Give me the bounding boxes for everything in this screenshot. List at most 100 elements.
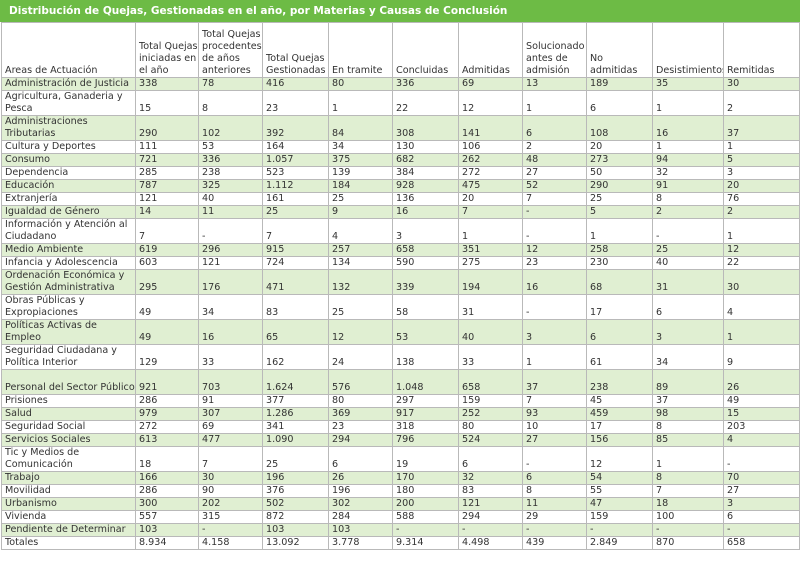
value-cell: - (723, 446, 800, 472)
value-cell: 25 (328, 294, 393, 320)
value-cell: 35 (652, 77, 724, 91)
value-cell: 284 (328, 510, 393, 524)
value-cell: - (522, 523, 587, 537)
value-cell: 979 (135, 407, 199, 421)
value-cell: 202 (198, 497, 263, 511)
table-row: Administración de Justicia 338 78 416 80 336 6… (1, 77, 800, 91)
value-cell: 339 (392, 269, 459, 295)
value-cell: 300 (135, 497, 199, 511)
value-cell: 2 (723, 205, 800, 219)
value-cell: 682 (392, 153, 459, 167)
value-cell: 34 (328, 140, 393, 154)
value-cell: 7 (522, 394, 587, 408)
value-cell: 121 (135, 192, 199, 206)
value-cell: 272 (458, 166, 523, 180)
table-row: Consumo 721 336 1.057 375 682 262 48 273 94 5 (1, 153, 800, 167)
table-body: Administración de Justicia 338 78 416 80 336 6… (1, 77, 800, 550)
column-header: Remitidas (723, 22, 800, 78)
value-cell: 203 (723, 420, 800, 434)
value-cell: 272 (135, 420, 199, 434)
value-cell: 23 (262, 90, 329, 116)
value-cell: 45 (586, 394, 653, 408)
value-cell: 69 (198, 420, 263, 434)
table-row: Trabajo 166 30 196 26 170 32 6 54 8 70 (1, 471, 800, 485)
value-cell: 502 (262, 497, 329, 511)
area-cell: Consumo (1, 153, 136, 167)
value-cell: 11 (522, 497, 587, 511)
value-cell: 136 (392, 192, 459, 206)
value-cell: 27 (522, 433, 587, 447)
value-cell: 295 (135, 269, 199, 295)
value-cell: 200 (392, 497, 459, 511)
value-cell: 52 (522, 179, 587, 193)
table-row: Medio Ambiente 619 296 915 257 658 351 12 258 25 1… (1, 243, 800, 257)
value-cell: 1 (652, 90, 724, 116)
value-cell: 83 (262, 294, 329, 320)
value-cell: 65 (262, 319, 329, 345)
value-cell: 375 (328, 153, 393, 167)
value-cell: 619 (135, 243, 199, 257)
value-cell: 53 (392, 319, 459, 345)
value-cell: 3 (392, 218, 459, 244)
value-cell: 6 (723, 510, 800, 524)
totals-row: Totales 8.934 4.158 13.092 3.778 9.314 4.498 43… (1, 536, 800, 550)
value-cell: 6 (522, 471, 587, 485)
value-cell: 49 (135, 294, 199, 320)
value-cell: 8 (652, 471, 724, 485)
value-cell: 30 (723, 77, 800, 91)
table-title: Distribución de Quejas, Gestionadas en e… (0, 0, 800, 22)
table-row: Prisiones 286 91 377 80 297 159 7 45 37 49 (1, 394, 800, 408)
value-cell: 724 (262, 256, 329, 270)
column-header: Total Quejas iniciadas en el año (135, 22, 199, 78)
value-cell: 108 (586, 115, 653, 141)
value-cell: 161 (262, 192, 329, 206)
value-cell: 26 (723, 369, 800, 395)
value-cell: 6 (586, 90, 653, 116)
value-cell: - (392, 523, 459, 537)
value-cell: 139 (328, 166, 393, 180)
value-cell: 1 (723, 218, 800, 244)
value-cell: 12 (328, 319, 393, 345)
value-cell: 6 (458, 446, 523, 472)
value-cell: 25 (262, 446, 329, 472)
value-cell: 613 (135, 433, 199, 447)
value-cell: - (586, 523, 653, 537)
value-cell: 25 (262, 205, 329, 219)
area-cell: Tic y Medios de Comunicación (1, 446, 136, 472)
value-cell: 5 (723, 153, 800, 167)
value-cell: - (522, 205, 587, 219)
column-header: Solucionado antes de admisión (522, 22, 587, 78)
value-cell: 230 (586, 256, 653, 270)
value-cell: 262 (458, 153, 523, 167)
value-cell: 29 (522, 510, 587, 524)
value-cell: 7 (262, 218, 329, 244)
total-value-cell: 9.314 (392, 536, 459, 550)
value-cell: 11 (198, 205, 263, 219)
value-cell: 22 (723, 256, 800, 270)
column-header: Concluidas (392, 22, 459, 78)
area-cell: Medio Ambiente (1, 243, 136, 257)
table-row: Seguridad Ciudadana y Política Interior 1… (1, 344, 800, 370)
value-cell: 928 (392, 179, 459, 193)
value-cell: - (522, 294, 587, 320)
value-cell: 103 (328, 523, 393, 537)
value-cell: 307 (198, 407, 263, 421)
table-row: Infancia y Adolescencia 603 121 724 134 590 27… (1, 256, 800, 270)
value-cell: - (522, 446, 587, 472)
value-cell: 69 (458, 77, 523, 91)
total-value-cell: 658 (723, 536, 800, 550)
value-cell: 721 (135, 153, 199, 167)
value-cell: 336 (392, 77, 459, 91)
value-cell: 30 (723, 269, 800, 295)
area-cell: Salud (1, 407, 136, 421)
value-cell: 590 (392, 256, 459, 270)
value-cell: 50 (586, 166, 653, 180)
value-cell: 376 (262, 484, 329, 498)
value-cell: 26 (328, 471, 393, 485)
value-cell: 89 (652, 369, 724, 395)
value-cell: - (458, 523, 523, 537)
total-value-cell: 4.498 (458, 536, 523, 550)
value-cell: 921 (135, 369, 199, 395)
value-cell: 1 (723, 140, 800, 154)
table-row: Personal del Sector Público 921 703 1.624 57… (1, 369, 800, 395)
